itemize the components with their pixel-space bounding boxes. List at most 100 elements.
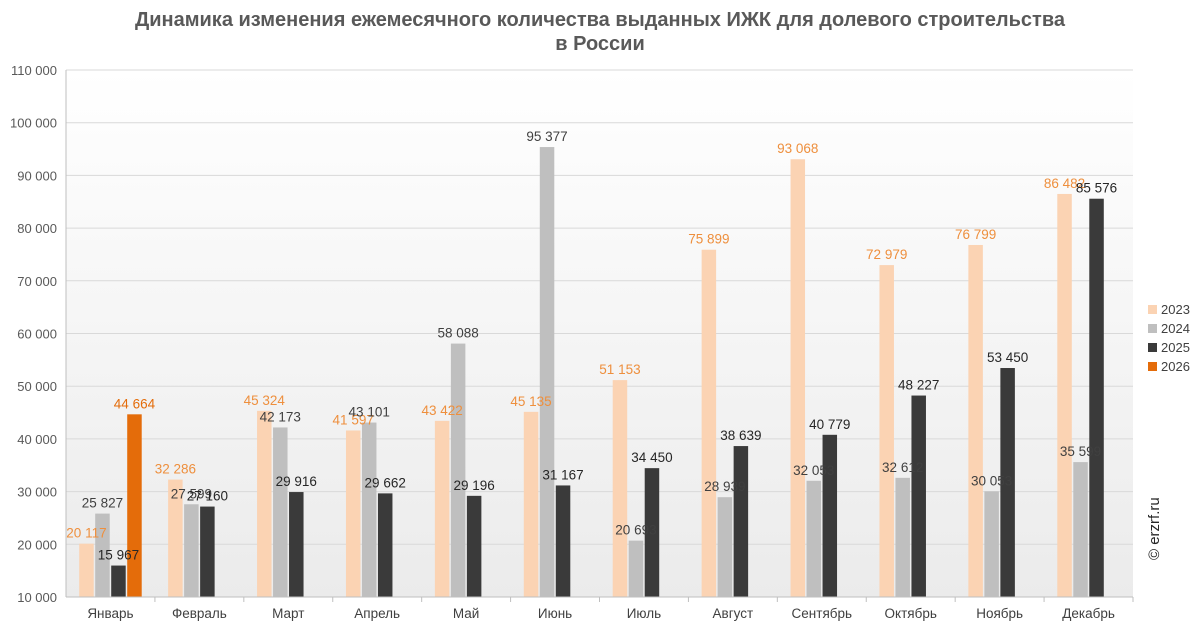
bar-2026-0 <box>127 414 142 597</box>
data-label-2025: 27 160 <box>187 489 228 504</box>
data-label-2023: 43 422 <box>421 403 462 418</box>
data-label-2023: 20 117 <box>66 526 106 541</box>
data-label-2023: 51 153 <box>599 362 640 377</box>
legend-swatch-2025 <box>1148 343 1157 352</box>
bar-2025-9 <box>911 395 926 597</box>
bar-2024-0 <box>95 513 110 597</box>
bar-2024-4 <box>450 343 466 597</box>
y-tick-label: 80 000 <box>17 221 57 236</box>
bar-2023-0 <box>79 543 94 597</box>
data-label-2023: 86 482 <box>1044 176 1085 191</box>
x-tick-label: Октябрь <box>885 606 937 621</box>
legend-label-2023: 2023 <box>1161 302 1190 317</box>
data-label-2023: 75 899 <box>688 232 729 247</box>
bar-2025-2 <box>289 492 304 597</box>
data-label-2025: 34 450 <box>631 450 672 465</box>
data-label-2023: 32 286 <box>155 462 196 477</box>
y-tick-label: 60 000 <box>17 327 57 342</box>
data-label-2025: 38 639 <box>720 428 761 443</box>
bar-2023-3 <box>345 430 361 597</box>
y-tick-label: 50 000 <box>17 379 57 394</box>
bar-2025-4 <box>466 495 482 597</box>
bar-2025-0 <box>111 565 126 597</box>
x-tick-label: Август <box>713 606 754 621</box>
y-tick-label: 100 000 <box>10 116 57 131</box>
data-label-2024: 32 612 <box>882 460 923 475</box>
data-label-2025: 29 196 <box>453 478 494 493</box>
data-label-2026: 44 664 <box>114 396 156 411</box>
bar-2023-1 <box>168 479 183 597</box>
data-label-2024: 58 088 <box>437 326 478 341</box>
x-tick-label: Июль <box>627 606 661 621</box>
data-label-2024: 32 053 <box>793 463 834 478</box>
data-label-2025: 85 576 <box>1076 181 1117 196</box>
bar-2024-10 <box>984 491 999 597</box>
x-tick-label: Декабрь <box>1062 606 1115 621</box>
data-label-2025: 40 779 <box>809 417 850 432</box>
bar-2023-8 <box>790 159 806 598</box>
x-tick-label: Май <box>453 606 479 621</box>
legend-swatch-2023 <box>1148 305 1157 314</box>
data-label-2023: 93 068 <box>777 141 818 156</box>
bar-2024-5 <box>539 147 555 597</box>
bar-2024-7 <box>717 497 733 597</box>
y-tick-label: 40 000 <box>17 432 57 447</box>
bar-2024-8 <box>806 480 822 597</box>
legend-label-2026: 2026 <box>1161 359 1190 374</box>
bar-2023-2 <box>257 410 272 597</box>
bar-2025-5 <box>555 485 571 597</box>
x-tick-label: Сентябрь <box>792 606 852 621</box>
bar-2023-11 <box>1057 193 1072 597</box>
bar-2025-1 <box>200 506 215 597</box>
data-label-2025: 48 227 <box>898 378 939 393</box>
x-tick-label: Апрель <box>354 606 400 621</box>
bar-2023-10 <box>968 244 983 597</box>
y-tick-label: 110 000 <box>11 63 57 78</box>
legend-swatch-2024 <box>1148 324 1157 333</box>
chart-title-line-1: Динамика изменения ежемесячного количест… <box>134 9 1066 31</box>
y-tick-label: 30 000 <box>17 485 57 500</box>
y-tick-label: 90 000 <box>17 168 57 183</box>
data-label-2024: 28 939 <box>704 479 745 494</box>
data-label-2024: 20 693 <box>615 523 656 538</box>
x-tick-label: Март <box>272 606 304 621</box>
data-label-2023: 45 324 <box>244 393 286 408</box>
data-label-2025: 29 916 <box>276 474 317 489</box>
legend-label-2025: 2025 <box>1161 340 1190 355</box>
y-tick-label: 20 000 <box>17 537 57 552</box>
bar-2024-6 <box>628 540 644 597</box>
legend-label-2024: 2024 <box>1161 321 1190 336</box>
data-label-2023: 45 135 <box>510 394 551 409</box>
x-tick-label: Февраль <box>172 606 227 621</box>
data-label-2024: 30 053 <box>971 473 1012 488</box>
bar-2025-10 <box>1000 368 1015 597</box>
data-label-2024: 35 599 <box>1060 444 1101 459</box>
source-credit: © erzrf.ru <box>1146 497 1163 560</box>
data-label-2023: 76 799 <box>955 227 996 242</box>
bar-2025-7 <box>733 446 749 597</box>
chart-title: Динамика изменения ежемесячного количест… <box>0 8 1200 56</box>
x-tick-label: Январь <box>87 606 133 621</box>
bar-2025-8 <box>822 434 838 597</box>
data-label-2023: 41 597 <box>333 412 374 427</box>
data-label-2024: 25 827 <box>82 496 123 511</box>
bar-2024-3 <box>361 422 377 597</box>
bar-2023-7 <box>701 249 717 597</box>
data-label-2025: 53 450 <box>987 350 1028 365</box>
y-tick-label: 10 000 <box>17 590 57 605</box>
y-tick-label: 70 000 <box>17 274 57 289</box>
bar-2023-4 <box>434 420 450 597</box>
chart-title-line-2: в России <box>555 33 645 55</box>
bar-2025-3 <box>377 493 393 597</box>
bar-2023-9 <box>879 265 894 597</box>
bar-2024-9 <box>895 477 910 597</box>
data-label-2024: 95 377 <box>526 129 567 144</box>
legend-swatch-2026 <box>1148 362 1157 371</box>
data-label-2025: 29 662 <box>365 475 406 490</box>
bar-2023-6 <box>612 380 628 597</box>
bar-2024-11 <box>1073 462 1088 597</box>
data-label-2024: 43 101 <box>349 405 390 420</box>
bar-2025-11 <box>1089 198 1104 597</box>
x-tick-label: Июнь <box>538 606 572 621</box>
